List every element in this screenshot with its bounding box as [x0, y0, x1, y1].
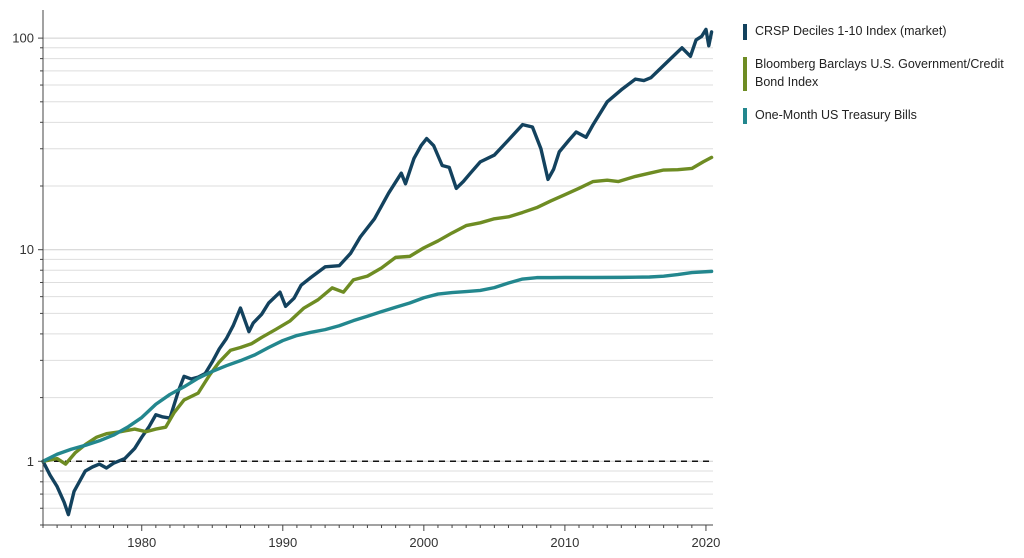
legend-item-market: CRSP Deciles 1-10 Index (market)	[743, 22, 1023, 40]
x-tick-label: 1980	[127, 535, 156, 550]
gridlines	[43, 37, 713, 526]
legend-label-tbills: One-Month US Treasury Bills	[755, 108, 917, 122]
y-tick-label: 100	[12, 31, 34, 46]
x-tick-label: 2010	[550, 535, 579, 550]
line-chart: 1980 1990 2000 2010 2020 1 10 100	[12, 10, 720, 550]
tick-labels: 1980 1990 2000 2010 2020 1 10 100	[12, 31, 720, 550]
x-tick-label: 1990	[268, 535, 297, 550]
x-tick-label: 2020	[691, 535, 720, 550]
legend-swatch-tbills	[743, 108, 747, 124]
legend-label-market: CRSP Deciles 1-10 Index (market)	[755, 24, 947, 38]
legend: CRSP Deciles 1-10 Index (market) Bloombe…	[743, 22, 1023, 139]
y-tick-label: 1	[27, 454, 34, 469]
series-line-bond	[41, 155, 714, 466]
x-tick-label: 2000	[409, 535, 438, 550]
y-tick-label: 10	[20, 242, 34, 257]
series-lines	[41, 27, 714, 517]
legend-label-bond: Bloomberg Barclays U.S. Government/Credi…	[755, 57, 1004, 89]
axes	[38, 10, 713, 531]
series-line-market	[41, 27, 714, 517]
series-line-tbills	[41, 269, 714, 463]
legend-swatch-bond	[743, 57, 747, 91]
legend-item-bond: Bloomberg Barclays U.S. Government/Credi…	[743, 55, 1023, 91]
legend-item-tbills: One-Month US Treasury Bills	[743, 106, 1023, 124]
legend-swatch-market	[743, 24, 747, 40]
